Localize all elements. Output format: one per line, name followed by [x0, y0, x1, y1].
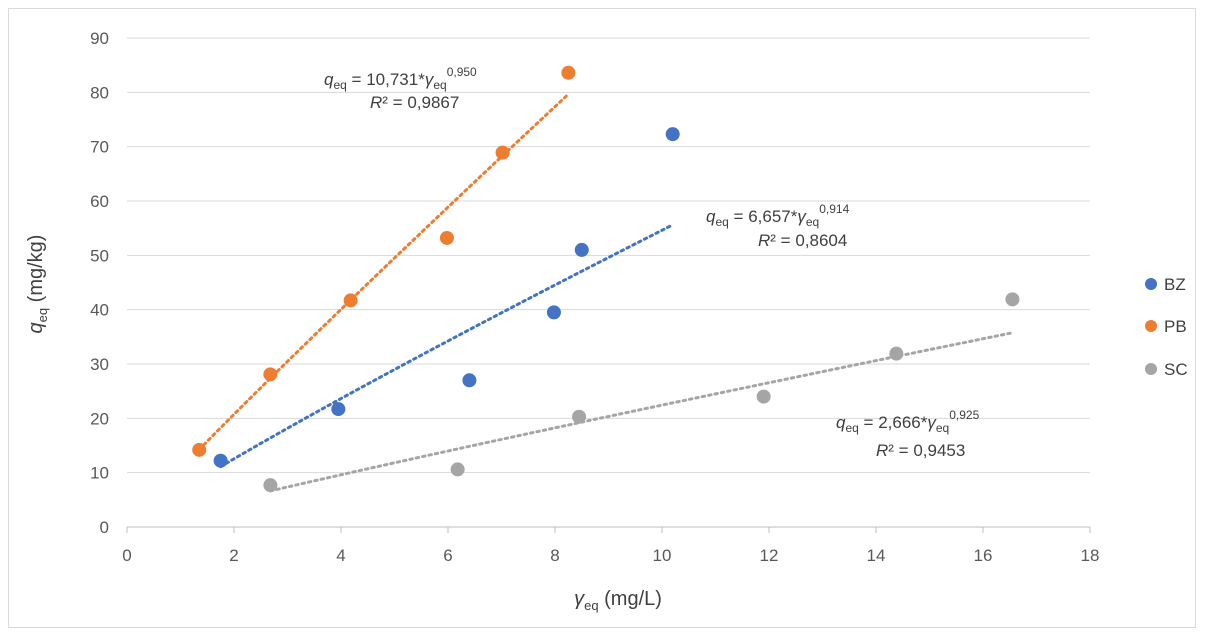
x-tick-label: 14 — [867, 546, 886, 565]
equation-sc: qeq = 2,666*γeq0,925 R² = 0,9453 — [836, 408, 980, 460]
point-pb — [192, 442, 207, 457]
trendline-bz — [219, 223, 675, 469]
x-tick-label: 6 — [443, 546, 452, 565]
x-tick-label: 8 — [550, 546, 559, 565]
y-tick-label: 80 — [90, 83, 109, 102]
x-tick-label: 4 — [336, 546, 345, 565]
legend: BZ PB SC — [1145, 275, 1188, 379]
svg-text:R² = 0,9453: R² = 0,9453 — [876, 441, 965, 460]
x-axis-label: γeq (mg/L) — [574, 588, 662, 613]
point-bz — [213, 453, 228, 468]
x-tick-label: 12 — [760, 546, 779, 565]
y-tick-label: 10 — [90, 464, 109, 483]
trendline-pb — [197, 92, 570, 451]
chart-frame — [8, 8, 1196, 628]
legend-marker-bz — [1145, 278, 1157, 290]
legend-label-pb: PB — [1164, 317, 1187, 336]
point-bz — [546, 305, 561, 320]
x-tick-label: 10 — [653, 546, 672, 565]
trendline-sc — [268, 331, 1014, 493]
point-layer — [192, 65, 1020, 493]
equation-pb: qeq = 10,731*γeq0,950 R² = 0,9867 — [324, 65, 477, 112]
point-pb — [343, 293, 358, 308]
point-pb — [495, 145, 510, 160]
legend-item-bz: BZ — [1145, 275, 1186, 294]
legend-marker-pb — [1145, 320, 1157, 332]
x-tick-label: 0 — [122, 546, 131, 565]
svg-text:qeq = 6,657*γeq0,914: qeq = 6,657*γeq0,914 — [706, 202, 850, 229]
svg-text:R² = 0,8604: R² = 0,8604 — [758, 231, 847, 250]
legend-label-sc: SC — [1164, 360, 1188, 379]
point-sc — [450, 462, 465, 477]
point-pb — [263, 367, 278, 382]
y-tick-label: 0 — [100, 518, 109, 537]
x-tick-label: 18 — [1081, 546, 1100, 565]
point-sc — [263, 478, 278, 493]
y-tick-label: 70 — [90, 138, 109, 157]
legend-label-bz: BZ — [1164, 275, 1186, 294]
svg-text:qeq = 2,666*γeq0,925: qeq = 2,666*γeq0,925 — [836, 408, 980, 435]
y-tick-label: 60 — [90, 192, 109, 211]
point-bz — [462, 373, 477, 388]
point-bz — [574, 242, 589, 257]
svg-text:R² = 0,9867: R² = 0,9867 — [370, 93, 459, 112]
y-tick-label: 50 — [90, 246, 109, 265]
equation-bz: qeq = 6,657*γeq0,914 R² = 0,8604 — [706, 202, 850, 250]
point-sc — [889, 346, 904, 361]
point-sc — [1005, 292, 1020, 307]
legend-marker-sc — [1145, 363, 1157, 375]
y-axis-label: qeq (mg/kg) — [25, 235, 50, 334]
point-bz — [331, 402, 346, 417]
y-tick-label: 20 — [90, 409, 109, 428]
legend-item-sc: SC — [1145, 360, 1188, 379]
y-tick-label: 90 — [90, 29, 109, 48]
point-sc — [572, 409, 587, 424]
y-tick-label: 30 — [90, 355, 109, 374]
x-tick-label: 2 — [229, 546, 238, 565]
y-tick-label: 40 — [90, 301, 109, 320]
tick-layer: 0 10 20 30 40 50 60 70 80 90 0 2 4 6 8 10 12 14 16 18 — [90, 29, 1099, 565]
point-sc — [756, 389, 771, 404]
point-pb — [439, 230, 454, 245]
x-tick-label: 16 — [974, 546, 993, 565]
point-bz — [665, 127, 680, 142]
point-pb — [561, 65, 576, 80]
legend-item-pb: PB — [1145, 317, 1187, 336]
grid-layer — [126, 37, 1091, 533]
svg-text:qeq = 10,731*γeq0,950: qeq = 10,731*γeq0,950 — [324, 65, 477, 92]
